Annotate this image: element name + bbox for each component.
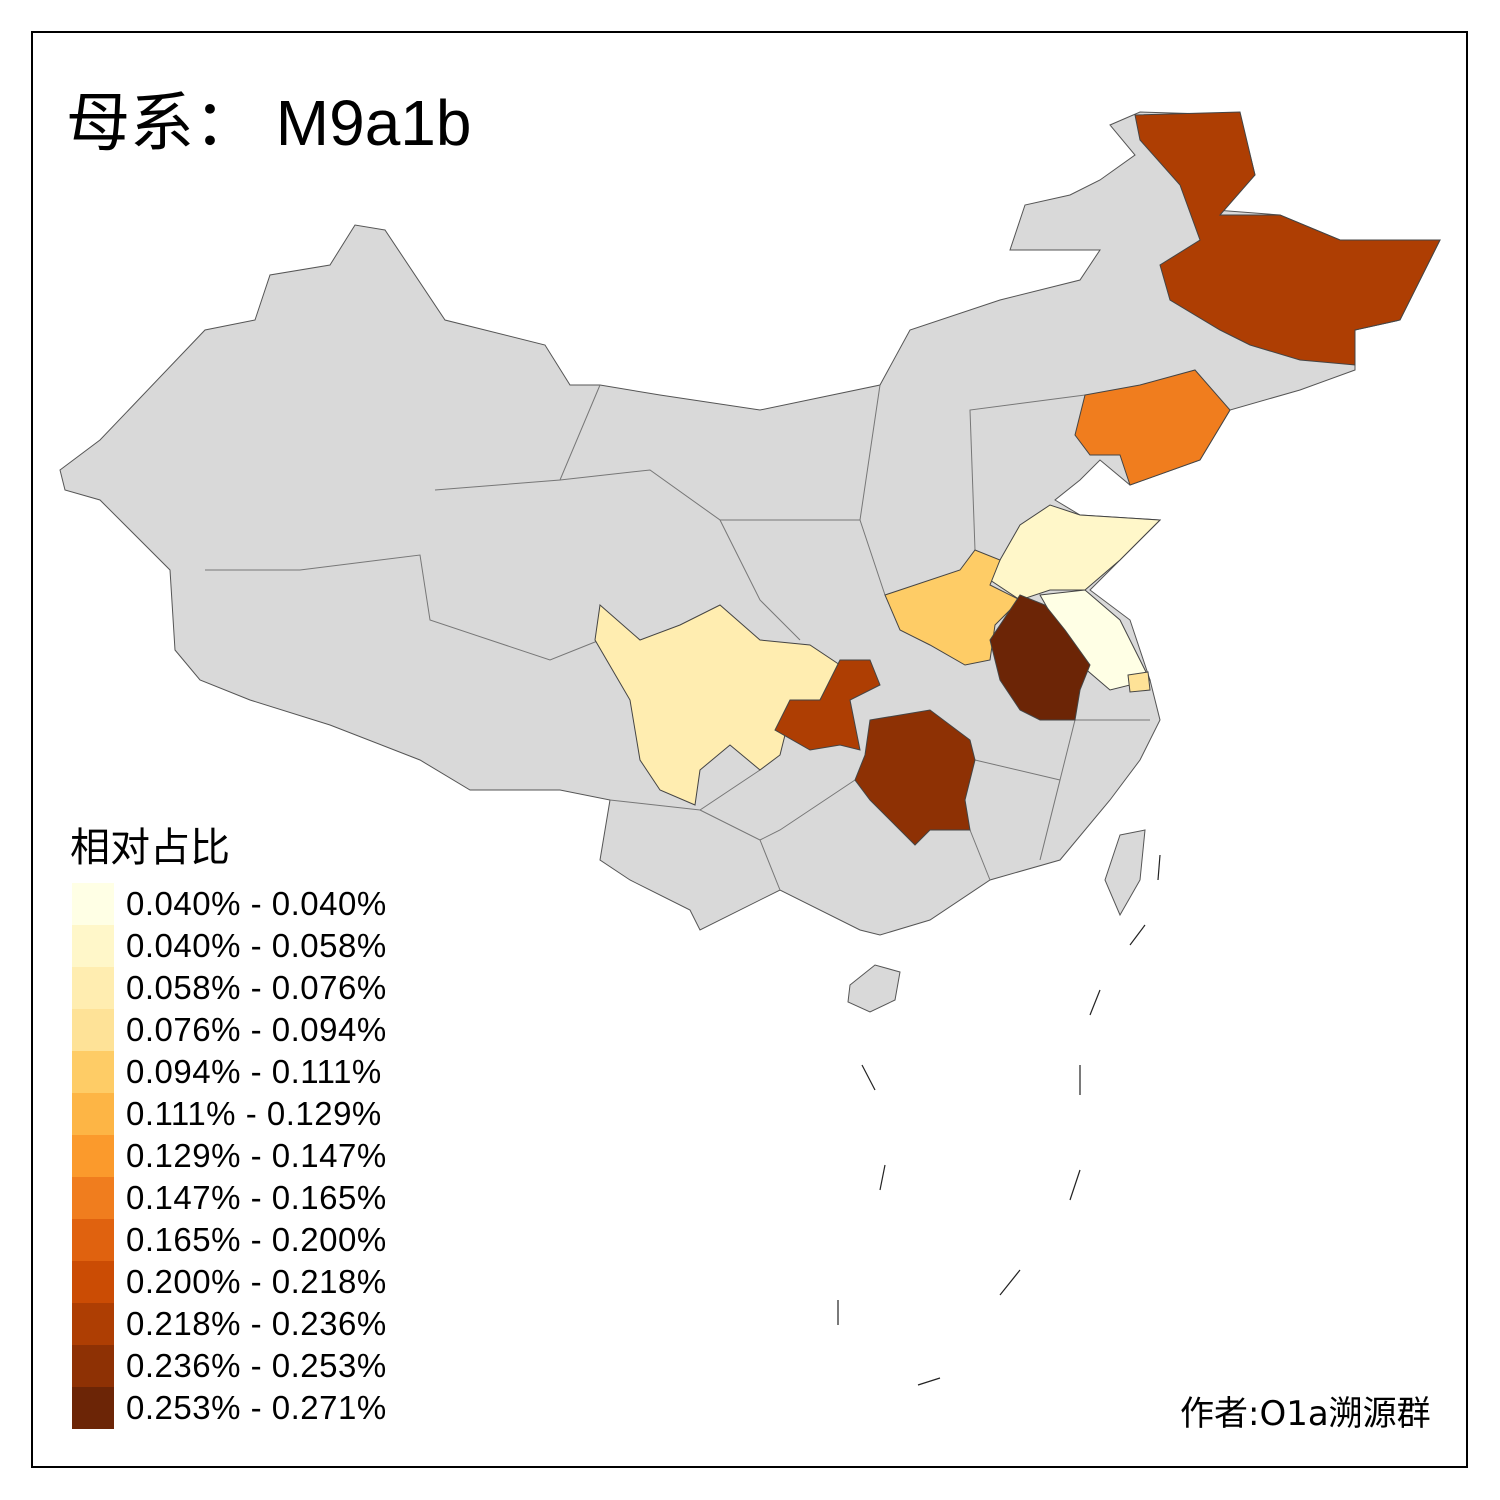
region-shandong — [989, 504, 1162, 601]
legend-item: 0.165% - 0.200% — [72, 1219, 387, 1261]
legend-swatch — [72, 1261, 114, 1303]
region-anhui — [989, 594, 1091, 721]
region-chongqing — [774, 659, 881, 751]
legend-label: 0.165% - 0.200% — [126, 1221, 387, 1258]
legend-swatch — [72, 1303, 114, 1345]
legend-label: 0.076% - 0.094% — [126, 1011, 387, 1048]
legend-item: 0.111% - 0.129% — [72, 1093, 387, 1135]
legend-swatch — [72, 1051, 114, 1093]
region-hainan — [847, 964, 901, 1013]
author-credit: 作者:O1a溯源群 — [1180, 1394, 1431, 1434]
province-borders — [205, 384, 1150, 891]
legend-swatch — [72, 967, 114, 1009]
legend-item: 0.147% - 0.165% — [72, 1177, 387, 1219]
region-taiwan — [1104, 829, 1146, 917]
title-haplogroup: M9a1b — [275, 87, 472, 159]
legend-label: 0.058% - 0.076% — [126, 969, 387, 1006]
legend-item: 0.040% - 0.058% — [72, 925, 387, 967]
legend-item: 0.200% - 0.218% — [72, 1261, 387, 1303]
legend-label: 0.094% - 0.111% — [126, 1053, 382, 1090]
south-china-sea-islands — [837, 854, 1161, 1386]
legend-swatch — [72, 1135, 114, 1177]
legend-label: 0.236% - 0.253% — [126, 1347, 387, 1384]
legend-item: 0.076% - 0.094% — [72, 1009, 387, 1051]
legend-swatch — [72, 1177, 114, 1219]
legend-swatch — [72, 883, 114, 925]
legend-swatch — [72, 1387, 114, 1429]
region-liaoning — [1074, 369, 1231, 486]
legend-title: 相对占比 — [70, 825, 230, 871]
legend-item: 0.058% - 0.076% — [72, 967, 387, 1009]
legend-label: 0.147% - 0.165% — [126, 1179, 387, 1216]
title-prefix: 母系： — [66, 87, 258, 161]
legend: 0.040% - 0.040% 0.040% - 0.058% 0.058% - 0… — [72, 883, 387, 1429]
legend-label: 0.040% - 0.040% — [126, 885, 387, 922]
legend-item: 0.040% - 0.040% — [72, 883, 387, 925]
legend-label: 0.111% - 0.129% — [126, 1095, 382, 1132]
legend-item: 0.218% - 0.236% — [72, 1303, 387, 1345]
region-henan — [884, 549, 1021, 666]
map-title: 母系： M9a1b — [66, 72, 471, 164]
region-heilongjiang — [1134, 111, 1441, 366]
region-hunan — [854, 709, 976, 846]
region-sichuan — [594, 604, 841, 806]
legend-swatch — [72, 1009, 114, 1051]
map-frame — [31, 31, 1468, 1468]
legend-label: 0.253% - 0.271% — [126, 1389, 387, 1426]
legend-label: 0.200% - 0.218% — [126, 1263, 387, 1300]
legend-item: 0.253% - 0.271% — [72, 1387, 387, 1429]
legend-item: 0.236% - 0.253% — [72, 1345, 387, 1387]
legend-swatch — [72, 1219, 114, 1261]
legend-swatch — [72, 1093, 114, 1135]
region-shanghai — [1127, 671, 1151, 693]
legend-swatch — [72, 925, 114, 967]
legend-item: 0.129% - 0.147% — [72, 1135, 387, 1177]
legend-item: 0.094% - 0.111% — [72, 1051, 387, 1093]
legend-swatch — [72, 1345, 114, 1387]
legend-label: 0.040% - 0.058% — [126, 927, 387, 964]
legend-label: 0.129% - 0.147% — [126, 1137, 387, 1174]
legend-label: 0.218% - 0.236% — [126, 1305, 387, 1342]
